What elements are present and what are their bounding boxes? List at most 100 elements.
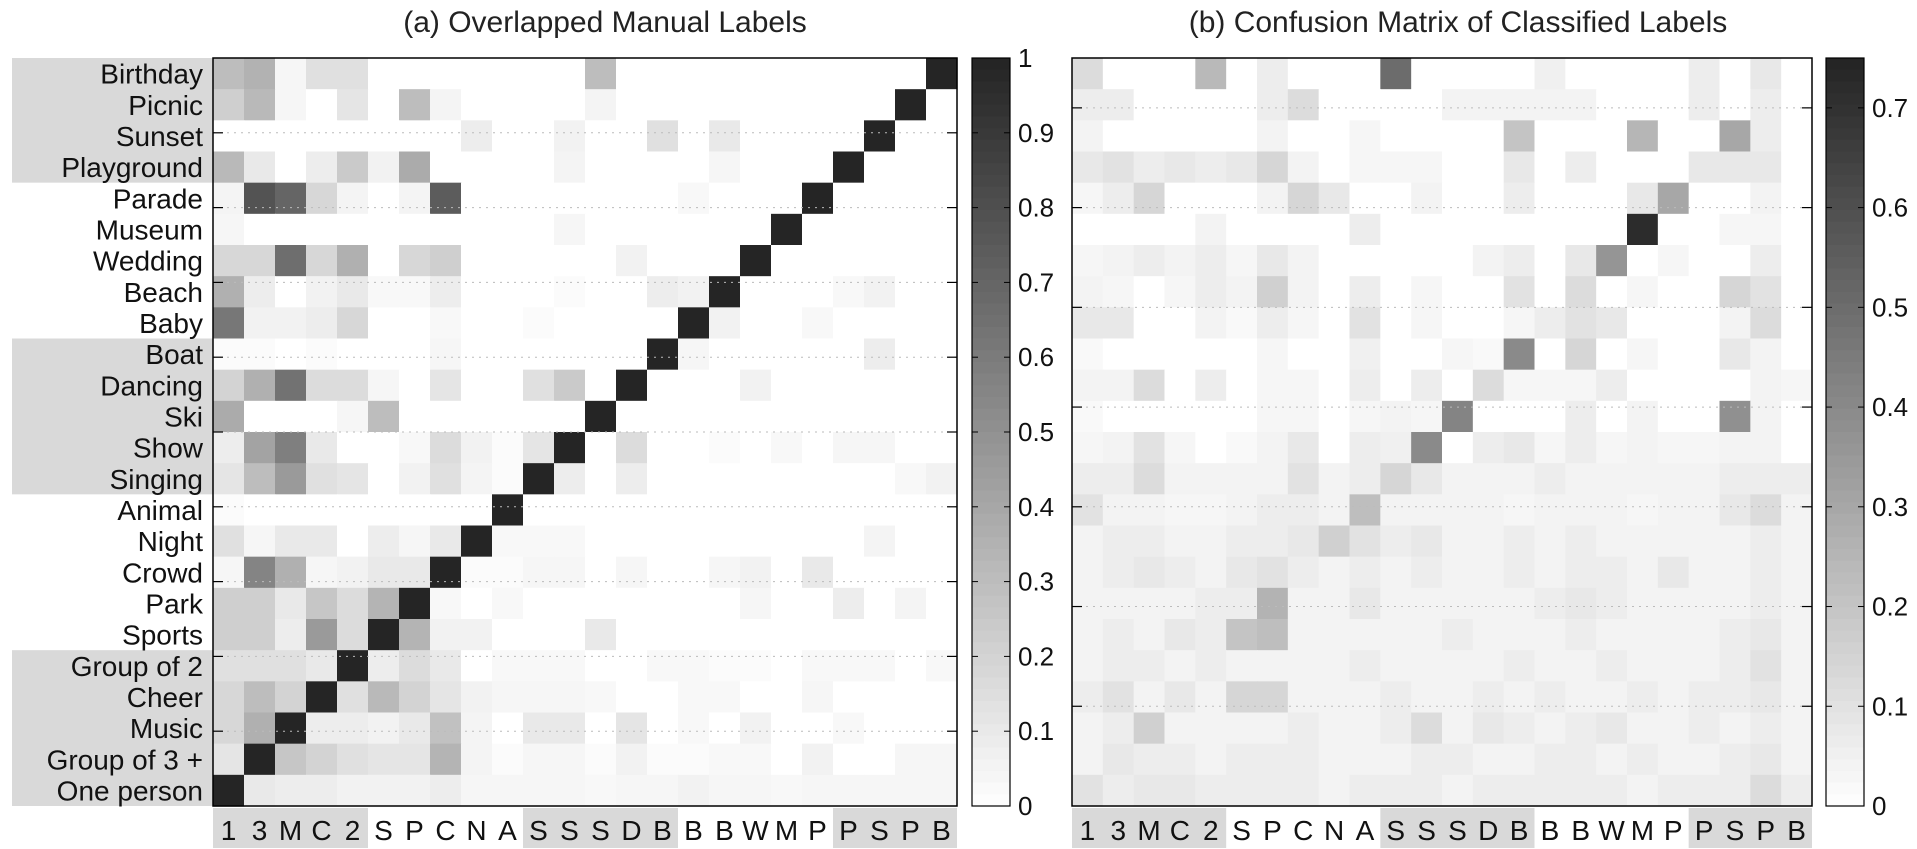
a-cell (678, 587, 710, 620)
a-cell (647, 245, 679, 277)
a-cell (926, 743, 958, 776)
a-cell (864, 400, 896, 433)
a-cell (306, 120, 338, 153)
b-cell (1257, 556, 1289, 589)
b-cell (1411, 151, 1443, 184)
b-cell (1072, 494, 1104, 527)
a-cell (740, 463, 772, 495)
b-cell (1318, 463, 1351, 495)
b-cell (1503, 681, 1536, 714)
a-cell (275, 463, 307, 495)
b-cell (1750, 587, 1782, 620)
b-cell (1257, 58, 1289, 90)
b-cell (1657, 151, 1690, 184)
a-colorbar-segment (972, 502, 1010, 515)
a-cell (895, 743, 927, 776)
a-cell (213, 712, 245, 745)
a-cell (399, 245, 431, 277)
b-cell (1503, 525, 1536, 558)
a-colorbar-tick-label: 0.2 (1018, 641, 1054, 671)
b-cell (1719, 619, 1751, 651)
a-cell (926, 556, 958, 589)
b-cell (1688, 151, 1721, 184)
a-cell (616, 338, 648, 371)
b-cell (1287, 712, 1320, 745)
b-colorbar-segment (1826, 548, 1864, 562)
a-cell (802, 245, 834, 277)
a-cell (213, 400, 245, 433)
a-cell (740, 276, 772, 308)
a-cell (337, 774, 369, 807)
b-colorbar-segment (1826, 513, 1864, 527)
b-colorbar-tick-label: 0.1 (1872, 691, 1908, 721)
a-cell (864, 369, 896, 402)
b-cell (1318, 151, 1351, 184)
b-cell (1287, 587, 1320, 620)
b-cell (1380, 619, 1412, 651)
a-column-label: W (742, 815, 769, 846)
a-cell (461, 587, 493, 620)
b-cell (1318, 120, 1351, 153)
b-cell (1257, 681, 1289, 714)
b-cell (1657, 307, 1690, 340)
b-cell (1411, 743, 1443, 776)
b-colorbar-tick-label: 0.4 (1872, 392, 1908, 422)
b-cell (1472, 182, 1505, 215)
a-cell (275, 276, 307, 308)
b-cell (1380, 650, 1412, 682)
b-cell (1627, 213, 1659, 246)
a-cell (337, 213, 369, 246)
b-cell (1503, 556, 1536, 589)
b-cell (1318, 743, 1351, 776)
b-cell (1657, 525, 1690, 558)
a-cell (399, 774, 431, 807)
a-cell (616, 556, 648, 589)
b-cell (1226, 619, 1258, 651)
b-cell (1195, 276, 1227, 308)
b-cell (1102, 213, 1135, 246)
a-cell (585, 245, 617, 277)
a-cell (368, 213, 400, 246)
b-cell (1411, 494, 1443, 527)
a-cell (616, 369, 648, 402)
b-cell (1318, 338, 1351, 371)
a-cell (678, 774, 710, 807)
b-cell (1596, 432, 1628, 464)
a-cell (709, 774, 741, 807)
a-cell (213, 681, 245, 714)
b-cell (1349, 213, 1381, 246)
a-column-label: A (498, 815, 517, 846)
a-cell (864, 276, 896, 308)
b-cell (1102, 151, 1135, 184)
a-cell (337, 400, 369, 433)
a-cell (492, 619, 524, 651)
b-cell (1781, 245, 1813, 277)
a-cell (616, 245, 648, 277)
b-cell (1657, 712, 1690, 745)
a-cell (244, 463, 276, 495)
a-cell (895, 307, 927, 340)
b-cell (1627, 681, 1659, 714)
b-cell (1534, 338, 1566, 371)
a-cell (461, 712, 493, 745)
b-cell (1380, 712, 1412, 745)
a-cell (337, 463, 369, 495)
a-cell (430, 494, 462, 527)
a-column-label: S (374, 815, 393, 846)
b-cell (1195, 58, 1227, 90)
a-column-label: N (466, 815, 486, 846)
a-cell (523, 245, 555, 277)
b-cell (1226, 712, 1258, 745)
b-cell (1596, 587, 1628, 620)
a-cell (337, 494, 369, 527)
b-cell (1719, 494, 1751, 527)
b-cell (1257, 182, 1289, 215)
a-cell (523, 307, 555, 340)
a-cell (802, 276, 834, 308)
a-cell (492, 369, 524, 402)
b-colorbar-segment (1826, 139, 1864, 153)
a-cell (585, 307, 617, 340)
b-cell (1287, 338, 1320, 371)
a-column-label: S (870, 815, 889, 846)
a-cell (492, 276, 524, 308)
